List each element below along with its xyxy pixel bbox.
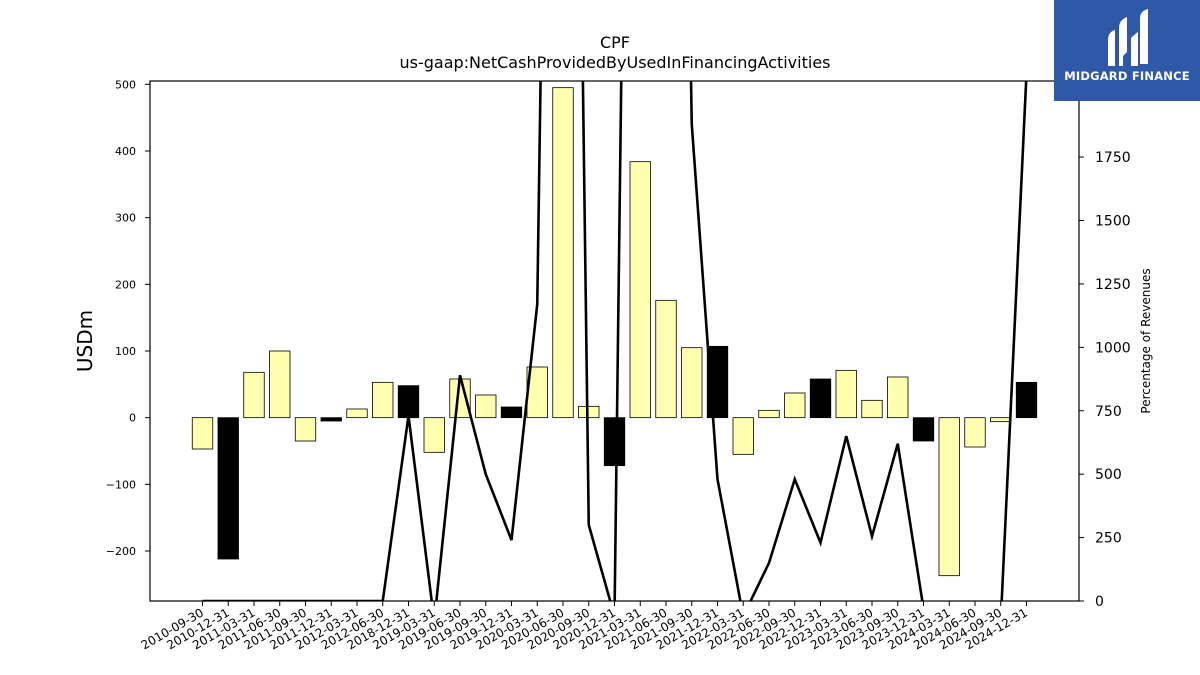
bar-2012-03-31 xyxy=(346,408,368,419)
midgard-logo-icon xyxy=(1108,9,1148,66)
bars-group xyxy=(191,87,1038,577)
bar-2021-06-30 xyxy=(655,299,677,419)
bar-2012-06-30 xyxy=(372,381,394,419)
y-tick-label: 300 xyxy=(115,212,136,225)
bar-2010-12-31 xyxy=(217,417,239,560)
bar-2011-06-30 xyxy=(269,350,291,419)
bar-2022-03-31 xyxy=(732,417,754,455)
bar-2020-12-31 xyxy=(603,417,626,467)
bar-2021-09-30 xyxy=(681,347,703,419)
y2-axis-label: Percentage of Revenues xyxy=(1139,268,1153,413)
y2-tick-label: 500 xyxy=(1095,467,1122,483)
y-tick-label: 400 xyxy=(115,145,136,158)
bar-2022-09-30 xyxy=(784,392,806,419)
bar-2019-03-31 xyxy=(423,417,445,453)
brand-logo: MIDGARD FINANCE xyxy=(1054,0,1200,101)
y2-tick-label: 1500 xyxy=(1095,214,1131,230)
y-axis-right: 0 250 500 750 1000 1250 1500 1750 xyxy=(1079,150,1131,610)
chart-subtitle: us-gaap:NetCashProvidedByUsedInFinancing… xyxy=(399,53,830,72)
bar-2018-12-31 xyxy=(397,385,420,419)
y-tick-label: −100 xyxy=(106,478,136,491)
bar-2020-06-30 xyxy=(552,87,574,419)
percentage-line xyxy=(202,81,1028,601)
x-axis: 2010-09-302010-12-312011-03-312011-06-30… xyxy=(139,601,1030,652)
bar-2011-12-31 xyxy=(320,417,342,422)
bar-2022-06-30 xyxy=(758,409,780,419)
y2-tick-label: 1000 xyxy=(1095,340,1131,356)
y2-tick-label: 0 xyxy=(1095,594,1104,610)
bar-2011-09-30 xyxy=(294,417,317,442)
y2-tick-label: 750 xyxy=(1095,404,1122,420)
y-axis-left: −200 −100 0 100 200 300 400 500 xyxy=(106,78,150,558)
y-tick-label: 100 xyxy=(115,345,136,358)
y2-tick-label: 1750 xyxy=(1095,150,1131,166)
bar-2020-09-30 xyxy=(578,405,600,419)
bar-2019-09-30 xyxy=(475,394,497,419)
bar-2021-03-31 xyxy=(629,161,651,419)
bar-2023-03-31 xyxy=(835,369,857,419)
y-tick-label: 500 xyxy=(115,78,136,91)
bar-2024-12-31 xyxy=(1015,381,1038,419)
chart-title: CPF xyxy=(600,33,630,52)
y-tick-label: −200 xyxy=(106,545,136,558)
bar-2024-06-30 xyxy=(964,417,986,448)
bar-2024-03-31 xyxy=(938,417,960,577)
brand-name: MIDGARD FINANCE xyxy=(1064,69,1190,83)
y2-tick-label: 1250 xyxy=(1095,277,1131,293)
percentage-line-group xyxy=(202,81,1028,601)
y-tick-label: 0 xyxy=(129,412,136,425)
bar-2011-03-31 xyxy=(243,371,265,419)
y2-tick-label: 250 xyxy=(1095,531,1122,547)
bar-2024-09-30 xyxy=(990,417,1012,423)
bar-2022-12-31 xyxy=(809,378,832,419)
bar-2010-09-30 xyxy=(191,417,214,450)
y-tick-label: 200 xyxy=(115,278,136,291)
bar-2023-06-30 xyxy=(861,399,883,419)
bar-2019-12-31 xyxy=(500,406,523,419)
bar-2023-09-30 xyxy=(887,376,909,419)
bar-2023-12-31 xyxy=(912,417,935,442)
y-axis-label: USDm xyxy=(73,310,97,372)
